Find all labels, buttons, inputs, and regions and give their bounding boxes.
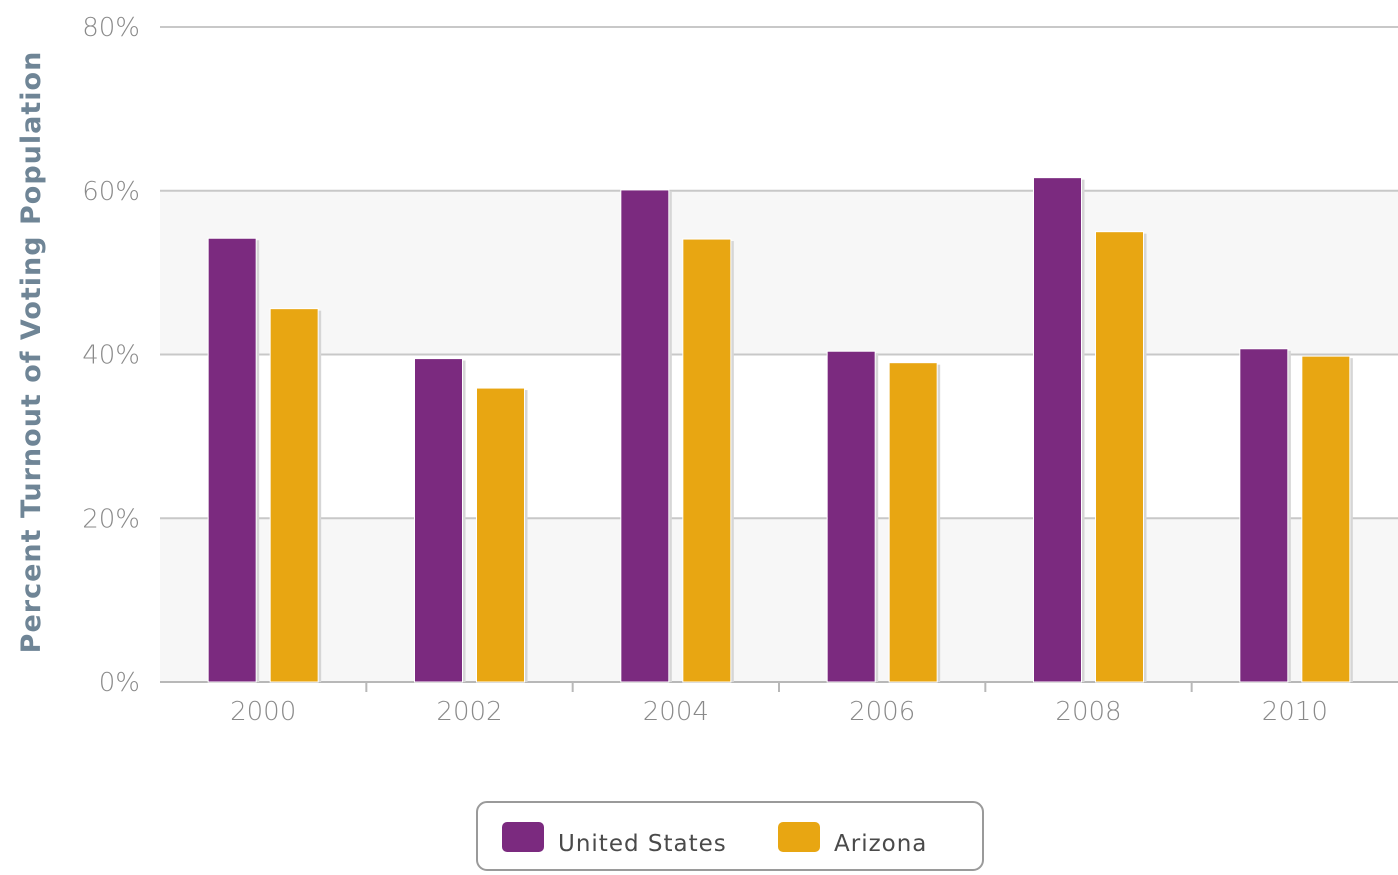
alternate-grid-band (160, 190, 1398, 354)
x-tick-label: 2002 (436, 697, 502, 727)
y-tick-label: 20% (82, 504, 140, 534)
y-tick-label: 0% (99, 668, 140, 698)
bar[interactable] (620, 189, 670, 683)
legend-label[interactable]: Arizona (834, 831, 927, 857)
bar[interactable] (1033, 177, 1082, 683)
bar[interactable] (269, 308, 319, 683)
bar[interactable] (1095, 231, 1144, 683)
x-axis: 2000 2002 2004 2006 2008 2010 (230, 682, 1328, 727)
bar[interactable] (826, 350, 876, 683)
legend-swatch (502, 822, 544, 852)
bar[interactable] (476, 387, 525, 683)
x-tick-label: 2010 (1262, 697, 1328, 727)
bars (207, 177, 1353, 683)
bar[interactable] (682, 238, 732, 683)
x-tick-label: 2006 (849, 697, 915, 727)
bar[interactable] (207, 237, 257, 683)
bar[interactable] (1239, 348, 1289, 683)
bar[interactable] (414, 358, 463, 683)
legend-box (476, 801, 984, 871)
legend-swatch (778, 822, 820, 852)
bar[interactable] (888, 362, 938, 683)
x-tick-label: 2004 (643, 697, 709, 727)
y-axis-title: Percent Turnout of Voting Population (16, 51, 47, 654)
y-tick-label: 60% (82, 177, 140, 207)
alternate-grid-band (160, 518, 1398, 682)
y-axis-ticks: 0% 20% 40% 60% 80% (82, 13, 140, 698)
legend-label[interactable]: United States (558, 831, 727, 857)
legend: United States Arizona (476, 801, 984, 871)
x-tick-label: 2000 (230, 697, 296, 727)
y-tick-label: 80% (82, 13, 140, 43)
bar[interactable] (1301, 355, 1351, 683)
x-tick-label: 2008 (1055, 697, 1121, 727)
y-tick-label: 40% (82, 341, 140, 371)
